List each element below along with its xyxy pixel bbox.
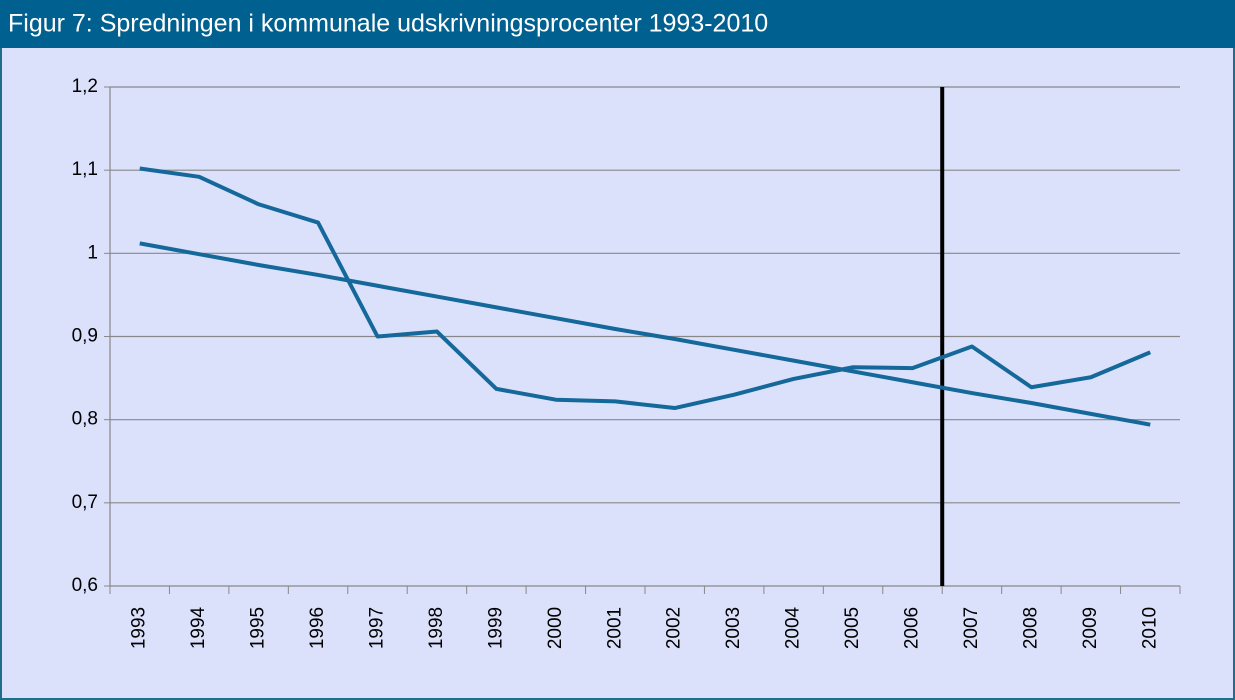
line-series [139, 241, 1151, 427]
x-tick-label: 2002 [664, 607, 685, 649]
y-tick-label: 0,6 [72, 575, 98, 596]
x-tick-label: 1997 [367, 607, 388, 649]
x-tick-label: 2006 [902, 607, 923, 649]
x-tick-label: 1998 [426, 607, 447, 649]
line-series [139, 166, 1152, 411]
x-tick-label: 1999 [485, 607, 506, 649]
x-tick-label: 2004 [783, 606, 804, 649]
y-tick-label: 1,1 [72, 159, 98, 180]
x-tick-label: 2000 [545, 607, 566, 649]
x-tick-label: 2010 [1139, 607, 1160, 649]
y-tick-label: 0,7 [72, 492, 98, 513]
chart-title: Figur 7: Spredningen i kommunale udskriv… [8, 10, 768, 38]
x-tick-label: 1993 [129, 607, 150, 649]
title-bar [0, 0, 1235, 48]
x-tick-label: 1995 [248, 607, 269, 649]
x-tick-label: 2009 [1080, 607, 1101, 649]
x-tick-label: 1994 [188, 606, 209, 649]
y-tick-label: 1,2 [72, 76, 98, 97]
y-tick-label: 1 [87, 242, 98, 263]
x-tick-label: 2001 [604, 607, 625, 649]
y-tick-label: 0,8 [72, 409, 98, 430]
x-tick-label: 2005 [842, 607, 863, 649]
y-tick-label: 0,9 [72, 326, 98, 347]
x-tick-label: 2003 [723, 607, 744, 649]
x-tick-label: 1996 [307, 607, 328, 649]
x-tick-label: 2008 [1020, 607, 1041, 649]
x-tick-label: 2007 [961, 607, 982, 649]
